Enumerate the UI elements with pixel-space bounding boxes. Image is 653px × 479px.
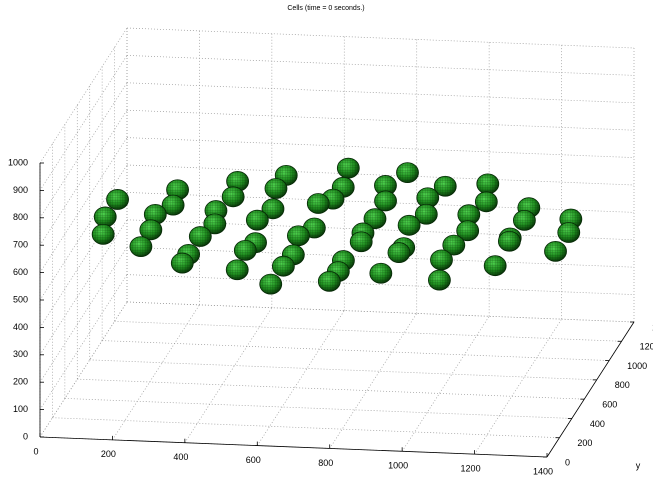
cell-mesh [246, 210, 268, 230]
x-tick-label: 1400 [533, 466, 553, 476]
x-tick-label: 600 [246, 455, 261, 465]
cell-mesh [397, 163, 419, 183]
x-tick-label: 1200 [461, 464, 481, 474]
y-tick-label: 600 [602, 400, 617, 410]
cell-mesh [94, 207, 116, 227]
cell [92, 224, 114, 244]
cell-mesh [337, 158, 359, 178]
cell [388, 243, 410, 263]
y-axis-label: y [636, 460, 641, 470]
cell [260, 274, 282, 294]
cell-mesh [265, 179, 287, 199]
cell [558, 222, 580, 242]
chart: Cells (time = 0 seconds.) 0 200 400 600 800 1… [0, 0, 653, 479]
cell-mesh [558, 222, 580, 242]
z-tick-label: 700 [13, 240, 28, 250]
cell-mesh [370, 263, 392, 283]
cell [226, 260, 248, 280]
z-tick-label: 100 [13, 404, 28, 414]
cell [398, 215, 420, 235]
z-tick-label: 0 [23, 431, 28, 441]
cell-mesh [350, 232, 372, 252]
cell-mesh [234, 240, 256, 260]
cell [222, 187, 244, 207]
cell [107, 189, 129, 209]
cell-mesh [388, 243, 410, 263]
cell [498, 231, 520, 251]
cell-mesh [318, 271, 340, 291]
cell-mesh [107, 189, 129, 209]
cell-mesh [475, 192, 497, 212]
cell [234, 240, 256, 260]
cell-mesh [545, 241, 567, 261]
z-tick-label: 600 [13, 267, 28, 277]
cell [130, 237, 152, 257]
cell [397, 163, 419, 183]
cell [189, 226, 211, 246]
z-tick-label: 1000 [8, 157, 28, 167]
cell [475, 192, 497, 212]
cell [318, 271, 340, 291]
z-tick-label: 200 [13, 377, 28, 387]
cell-mesh [428, 270, 450, 290]
cell-mesh [484, 256, 506, 276]
x-tick-label: 200 [101, 449, 116, 459]
x-tick-label: 800 [318, 458, 333, 468]
cell-mesh [513, 210, 535, 230]
cell [375, 191, 397, 211]
cell-mesh [226, 260, 248, 280]
cell [272, 256, 294, 276]
cell-mesh [272, 256, 294, 276]
z-tick-label: 500 [13, 294, 28, 304]
cell-mesh [260, 274, 282, 294]
cell-mesh [287, 226, 309, 246]
x-tick-label: 0 [33, 446, 38, 456]
cell [337, 158, 359, 178]
z-tick-label: 900 [13, 185, 28, 195]
cell [477, 174, 499, 194]
y-tick-label: 200 [577, 438, 592, 448]
cell [171, 253, 193, 273]
cell [307, 194, 329, 214]
cell-mesh [171, 253, 193, 273]
cell-mesh [92, 224, 114, 244]
cell-mesh [222, 187, 244, 207]
x-tick-label: 1000 [388, 461, 408, 471]
cell-mesh [430, 250, 452, 270]
cell [350, 232, 372, 252]
cell-mesh [307, 194, 329, 214]
cell [94, 207, 116, 227]
cell-mesh [398, 215, 420, 235]
cell [430, 250, 452, 270]
cell [545, 241, 567, 261]
x-tick-label: 400 [173, 452, 188, 462]
z-tick-label: 400 [13, 322, 28, 332]
cell [246, 210, 268, 230]
cell [484, 256, 506, 276]
y-tick-label: 400 [590, 419, 605, 429]
y-tick-label: 1000 [627, 361, 647, 371]
cell [428, 270, 450, 290]
cell [513, 210, 535, 230]
cell-mesh [189, 226, 211, 246]
z-tick-label: 800 [13, 212, 28, 222]
cell [265, 179, 287, 199]
y-tick-label: 800 [615, 380, 630, 390]
chart-title: Cells (time = 0 seconds.) [287, 5, 364, 12]
y-tick-label: 0 [565, 457, 570, 467]
z-tick-label: 300 [13, 349, 28, 359]
cell-mesh [477, 174, 499, 194]
cell-mesh [375, 191, 397, 211]
y-tick-label: 1200 [640, 342, 653, 352]
cell-mesh [498, 231, 520, 251]
cell-mesh [130, 237, 152, 257]
cell [370, 263, 392, 283]
cell [287, 226, 309, 246]
